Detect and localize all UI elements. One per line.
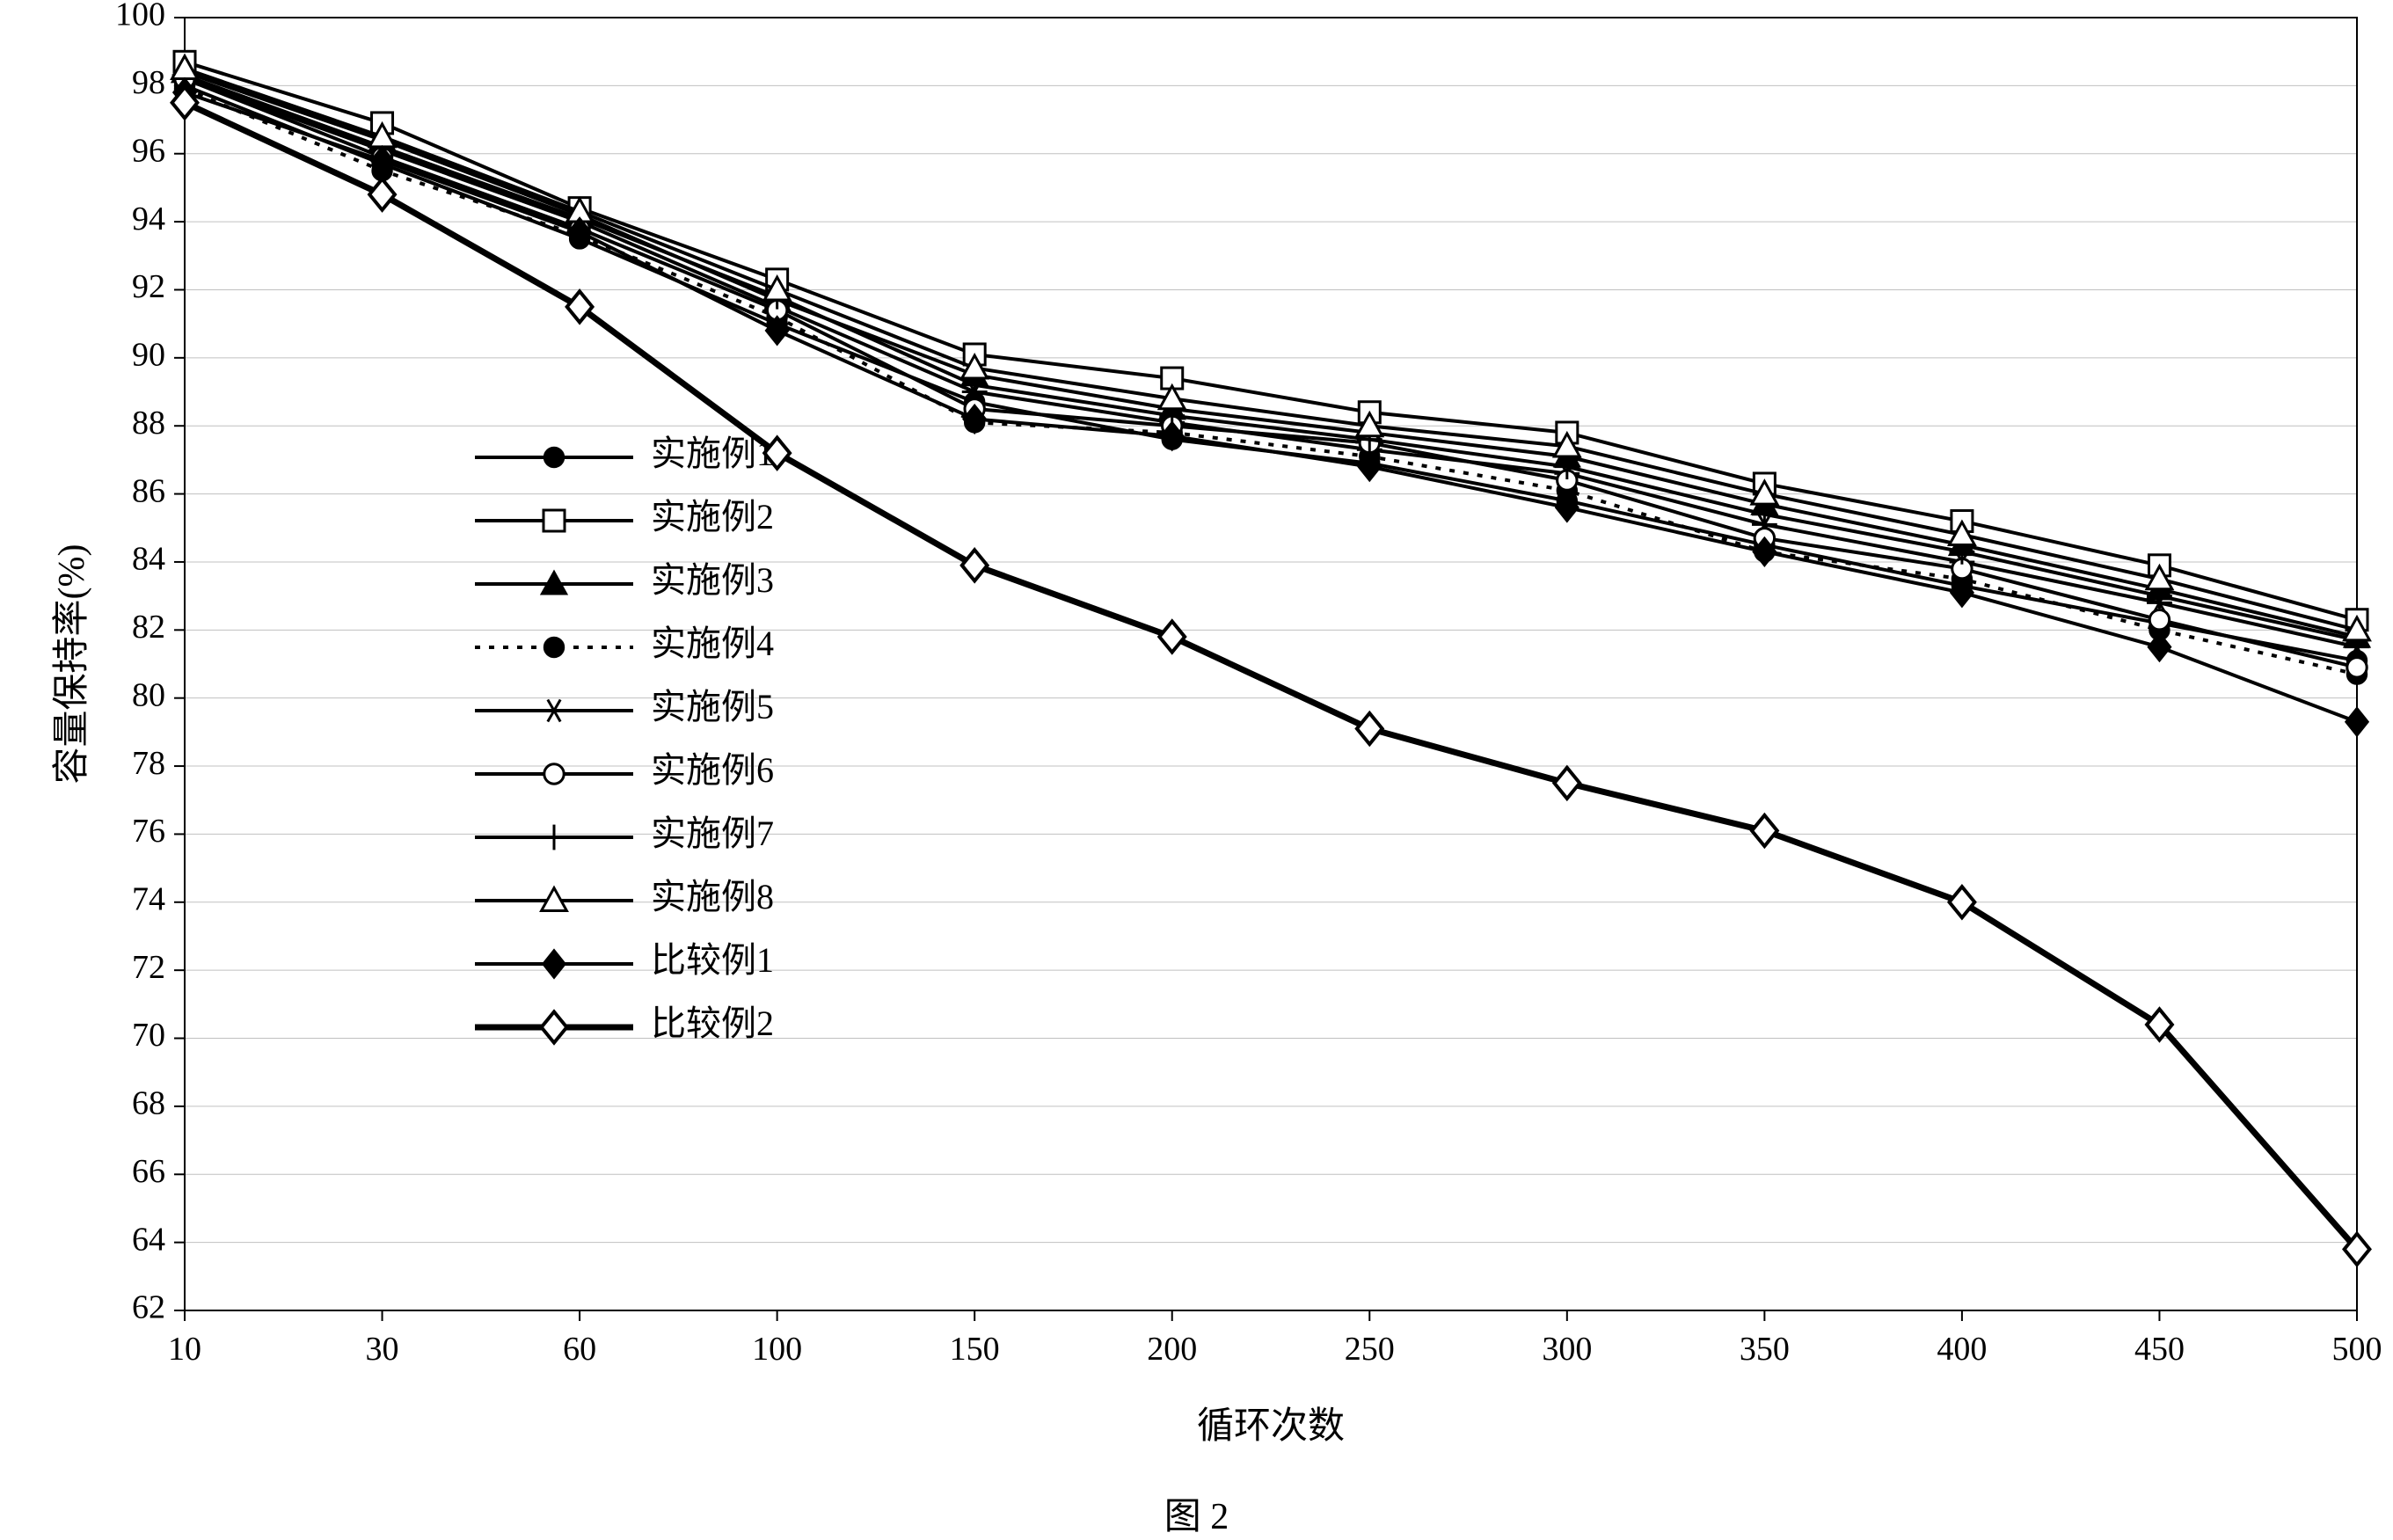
svg-text:94: 94 xyxy=(132,201,165,237)
svg-text:350: 350 xyxy=(1740,1331,1790,1368)
svg-text:86: 86 xyxy=(132,472,165,509)
svg-text:84: 84 xyxy=(132,541,165,578)
svg-text:实施例8: 实施例8 xyxy=(651,877,774,916)
svg-text:实施例1: 实施例1 xyxy=(651,434,774,473)
svg-text:450: 450 xyxy=(2134,1331,2185,1368)
svg-text:250: 250 xyxy=(1345,1331,1395,1368)
svg-text:68: 68 xyxy=(132,1085,165,1122)
svg-text:400: 400 xyxy=(1937,1331,1987,1368)
svg-text:60: 60 xyxy=(563,1331,596,1368)
figure-caption: 图 2 xyxy=(0,1486,2393,1540)
svg-text:88: 88 xyxy=(132,405,165,442)
svg-text:实施例5: 实施例5 xyxy=(651,687,774,726)
svg-text:72: 72 xyxy=(132,949,165,986)
svg-text:76: 76 xyxy=(132,813,165,850)
svg-text:66: 66 xyxy=(132,1153,165,1190)
svg-text:比较例2: 比较例2 xyxy=(651,1004,774,1043)
svg-text:实施例4: 实施例4 xyxy=(651,624,774,663)
svg-text:62: 62 xyxy=(132,1289,165,1326)
svg-text:500: 500 xyxy=(2332,1331,2382,1368)
svg-text:实施例2: 实施例2 xyxy=(651,497,774,536)
svg-text:循环次数: 循环次数 xyxy=(1197,1406,1345,1447)
chart-container: 62 64 66 68 70 72 74 76 78 80 82 84 86 88 90 92 94 96 98 10… xyxy=(0,0,2393,1508)
svg-text:98: 98 xyxy=(132,64,165,101)
svg-text:82: 82 xyxy=(132,609,165,646)
svg-text:96: 96 xyxy=(132,132,165,169)
line-chart: 62 64 66 68 70 72 74 76 78 80 82 84 86 88 90 92 94 96 98 10… xyxy=(0,0,2393,1508)
svg-text:实施例7: 实施例7 xyxy=(651,814,774,853)
svg-text:实施例3: 实施例3 xyxy=(651,560,774,600)
svg-text:30: 30 xyxy=(366,1331,399,1368)
svg-text:100: 100 xyxy=(115,0,165,33)
svg-text:92: 92 xyxy=(132,268,165,305)
svg-text:容量保持率(%): 容量保持率(%) xyxy=(51,544,92,785)
svg-text:10: 10 xyxy=(168,1331,201,1368)
svg-text:64: 64 xyxy=(132,1221,165,1258)
svg-text:70: 70 xyxy=(132,1017,165,1054)
svg-text:实施例6: 实施例6 xyxy=(651,750,774,790)
svg-text:74: 74 xyxy=(132,881,165,918)
svg-text:比较例1: 比较例1 xyxy=(651,940,774,980)
svg-text:150: 150 xyxy=(950,1331,1000,1368)
svg-text:200: 200 xyxy=(1147,1331,1197,1368)
svg-text:100: 100 xyxy=(752,1331,802,1368)
svg-text:78: 78 xyxy=(132,745,165,782)
svg-text:300: 300 xyxy=(1542,1331,1592,1368)
svg-text:90: 90 xyxy=(132,337,165,374)
svg-text:80: 80 xyxy=(132,676,165,713)
